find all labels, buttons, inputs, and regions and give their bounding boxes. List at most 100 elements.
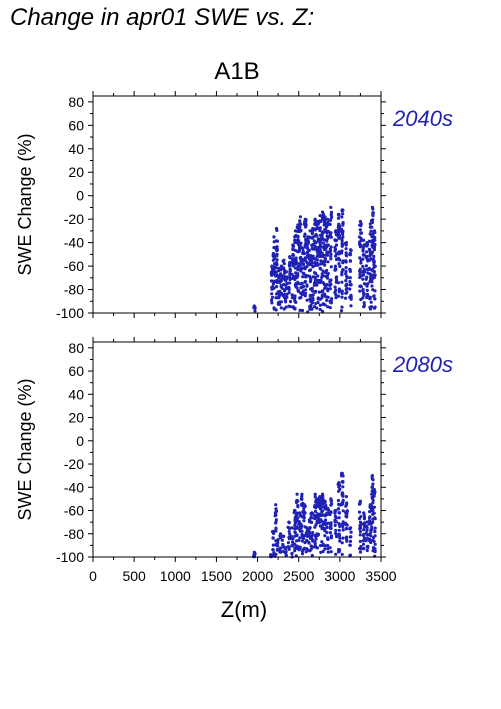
data-point bbox=[329, 213, 333, 217]
data-point bbox=[291, 253, 296, 257]
data-point bbox=[302, 509, 306, 513]
data-point bbox=[361, 245, 366, 249]
data-point bbox=[325, 511, 329, 515]
data-point bbox=[370, 496, 375, 501]
data-point bbox=[284, 277, 288, 281]
data-point bbox=[301, 262, 305, 266]
data-point bbox=[326, 508, 330, 512]
data-point bbox=[337, 548, 341, 552]
data-point bbox=[359, 522, 363, 526]
data-point bbox=[315, 546, 319, 550]
data-point bbox=[364, 255, 368, 259]
data-point bbox=[303, 279, 307, 284]
data-point bbox=[295, 261, 299, 265]
data-point bbox=[336, 216, 341, 220]
data-point bbox=[286, 541, 290, 545]
data-point bbox=[308, 294, 312, 298]
data-point bbox=[341, 212, 345, 216]
data-point bbox=[372, 245, 376, 249]
data-point bbox=[329, 510, 333, 514]
data-point bbox=[302, 536, 306, 541]
data-point bbox=[287, 304, 291, 308]
data-point bbox=[296, 505, 300, 509]
data-point bbox=[297, 538, 301, 543]
data-point bbox=[298, 229, 302, 234]
data-point bbox=[328, 531, 332, 535]
data-point bbox=[362, 513, 366, 517]
data-point bbox=[325, 222, 329, 226]
data-point bbox=[274, 296, 278, 300]
data-point bbox=[274, 503, 278, 507]
data-point bbox=[362, 536, 366, 540]
data-point bbox=[337, 236, 341, 240]
data-point bbox=[321, 549, 325, 554]
data-point bbox=[334, 243, 339, 247]
data-point bbox=[361, 296, 365, 300]
data-point bbox=[325, 298, 329, 302]
data-point bbox=[361, 271, 366, 275]
data-point bbox=[316, 274, 320, 278]
data-point bbox=[371, 207, 375, 211]
y-tick-label: -60 bbox=[64, 258, 84, 274]
data-point bbox=[338, 539, 342, 543]
data-point bbox=[275, 258, 279, 262]
data-point bbox=[329, 265, 333, 269]
data-point bbox=[341, 268, 345, 272]
data-point bbox=[253, 309, 257, 313]
data-point bbox=[328, 218, 332, 222]
data-point bbox=[319, 239, 323, 243]
data-point bbox=[323, 217, 327, 221]
data-point bbox=[373, 235, 377, 240]
data-point bbox=[368, 232, 372, 236]
data-point bbox=[366, 282, 370, 286]
data-point bbox=[341, 221, 345, 225]
data-point bbox=[295, 534, 299, 538]
data-point bbox=[372, 539, 376, 544]
data-point bbox=[315, 223, 319, 228]
data-point bbox=[279, 300, 283, 304]
data-point bbox=[334, 239, 338, 243]
data-point bbox=[369, 504, 374, 508]
data-point bbox=[348, 535, 352, 539]
data-point bbox=[325, 245, 329, 249]
x-tick-label: 1000 bbox=[160, 568, 191, 584]
data-point bbox=[310, 516, 314, 520]
data-point bbox=[340, 295, 344, 299]
data-point bbox=[278, 546, 282, 550]
data-point bbox=[274, 507, 278, 511]
data-point bbox=[340, 241, 344, 246]
data-point bbox=[337, 532, 341, 536]
data-point bbox=[334, 288, 338, 292]
data-point bbox=[334, 292, 338, 297]
data-point bbox=[310, 307, 314, 311]
data-point bbox=[373, 516, 377, 520]
data-point bbox=[335, 535, 339, 539]
data-point bbox=[373, 264, 377, 268]
data-point bbox=[336, 294, 341, 298]
data-point bbox=[296, 516, 300, 520]
data-point bbox=[291, 243, 295, 247]
data-point bbox=[362, 515, 367, 519]
data-point bbox=[313, 525, 317, 529]
data-point bbox=[321, 496, 325, 500]
data-point bbox=[293, 299, 297, 303]
data-point bbox=[300, 529, 304, 533]
y-tick-label: -80 bbox=[64, 526, 84, 542]
data-point bbox=[281, 259, 285, 263]
data-point bbox=[349, 530, 353, 534]
data-point bbox=[288, 263, 292, 267]
data-point bbox=[365, 250, 369, 254]
y-axis-title: SWE Change (%) bbox=[15, 133, 35, 275]
data-point bbox=[370, 485, 374, 489]
data-point bbox=[328, 512, 332, 517]
data-point bbox=[312, 305, 317, 309]
data-point bbox=[337, 250, 341, 254]
data-point bbox=[333, 247, 337, 252]
data-point bbox=[314, 301, 318, 306]
data-point bbox=[370, 218, 374, 222]
data-point bbox=[364, 539, 368, 543]
data-point bbox=[314, 537, 318, 541]
page-title: Change in apr01 SWE vs. Z: bbox=[10, 4, 315, 31]
data-point bbox=[333, 509, 337, 513]
data-point bbox=[370, 284, 374, 288]
